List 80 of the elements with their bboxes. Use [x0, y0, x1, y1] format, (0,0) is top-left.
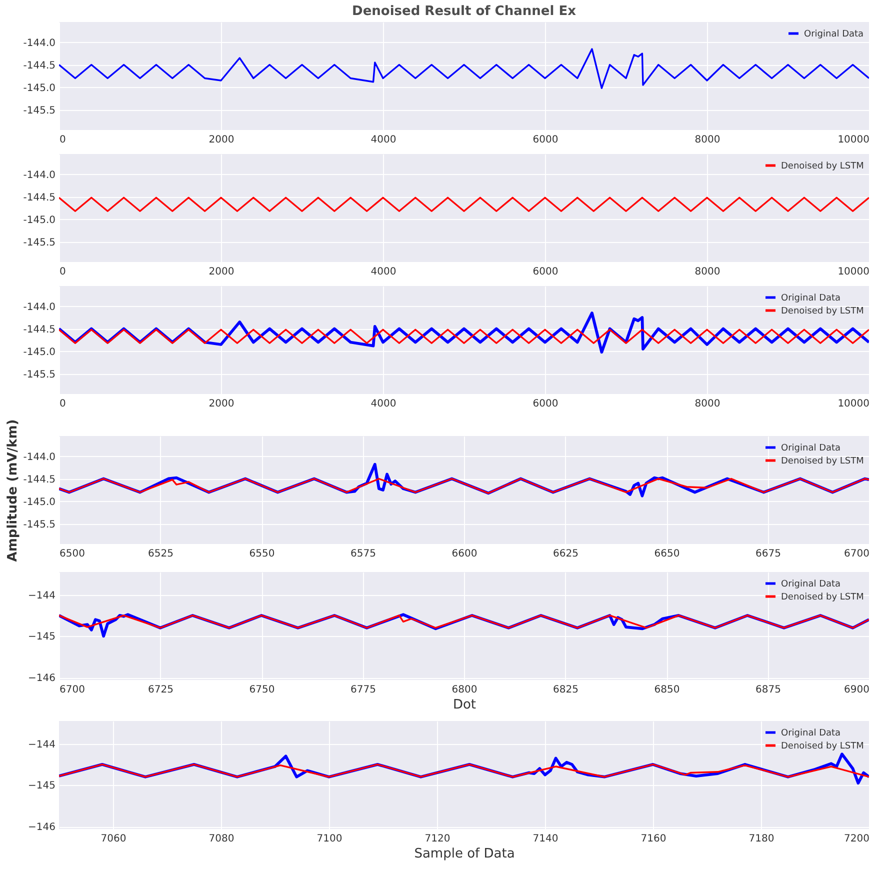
y-tick-label: -144.5 — [23, 60, 56, 72]
x-tick-label: 0 — [60, 398, 66, 410]
x-tick-label: 6875 — [756, 684, 781, 696]
x-tick-label: 2000 — [208, 134, 234, 146]
x-tick-label: 6675 — [756, 548, 781, 560]
legend-label: Original Data — [781, 444, 841, 454]
x-tick-label: 6575 — [350, 548, 376, 560]
y-tick-label: -145.5 — [23, 369, 56, 380]
x-tick-label: 6525 — [148, 548, 174, 560]
x-tick-label: 4000 — [370, 134, 396, 146]
x-tick-label: 8000 — [694, 266, 720, 278]
x-tick-label: 2000 — [208, 398, 234, 410]
x-tick-label: 6500 — [60, 548, 85, 560]
x-tick-label: 4000 — [370, 266, 396, 278]
x-tick-label: 7080 — [208, 834, 234, 844]
x-tick-label: 7120 — [424, 834, 450, 844]
x-tick-label: 2000 — [208, 266, 234, 278]
y-tick-label: -145.0 — [23, 214, 56, 226]
x-tick-label: 6850 — [654, 684, 680, 696]
x-tick-label: 10000 — [838, 398, 870, 410]
legend-label: Original Data — [781, 728, 841, 738]
x-tick-label: 7140 — [532, 834, 558, 844]
x-tick-label: 6600 — [452, 548, 478, 560]
y-tick-label: -144.0 — [23, 170, 56, 181]
x-tick-label: 6775 — [350, 684, 376, 696]
x-tick-label: 4000 — [370, 398, 396, 410]
y-tick-label: −145 — [28, 780, 56, 792]
x-tick-label: 8000 — [694, 134, 720, 146]
x-tick-label: 7180 — [748, 834, 774, 844]
legend-label: Denoised by LSTM — [781, 742, 864, 752]
x-tick-label: 7200 — [844, 834, 870, 844]
x-tick-label: 0 — [60, 266, 66, 278]
x-tick-label: 0 — [60, 134, 66, 146]
legend-label: Denoised by LSTM — [781, 162, 864, 172]
y-tick-label: -144.0 — [23, 452, 56, 463]
x-tick-label: 6700 — [844, 548, 870, 560]
x-tick-label: 7060 — [100, 834, 126, 844]
y-tick-label: -144.5 — [23, 192, 56, 204]
y-tick-label: -144.5 — [23, 474, 56, 486]
y-tick-label: -144.0 — [23, 38, 56, 49]
x-tick-label: 7160 — [640, 834, 666, 844]
x-tick-label: 6650 — [654, 548, 680, 560]
y-tick-label: -145.0 — [23, 82, 56, 94]
x-tick-label: 6725 — [148, 684, 174, 696]
legend-label: Original Data — [781, 294, 841, 304]
y-tick-label: −146 — [28, 673, 56, 684]
y-tick-label: −145 — [28, 632, 56, 643]
legend-label: Original Data — [804, 30, 864, 40]
y-axis-title: Amplitude (mV/km) — [5, 419, 20, 562]
x-axis-title: Dot — [452, 698, 476, 712]
legend-label: Denoised by LSTM — [781, 306, 864, 316]
legend-label: Denoised by LSTM — [781, 592, 864, 602]
x-tick-label: 6800 — [452, 684, 478, 696]
y-tick-label: -145.5 — [23, 519, 56, 530]
x-tick-label: 8000 — [694, 398, 720, 410]
x-tick-label: 7100 — [316, 834, 342, 844]
y-tick-label: −144 — [28, 590, 56, 602]
y-tick-label: −146 — [28, 822, 56, 834]
x-tick-label: 6000 — [532, 398, 558, 410]
x-tick-label: 6000 — [532, 134, 558, 146]
x-tick-label: 10000 — [838, 134, 870, 146]
x-tick-label: 6900 — [844, 684, 870, 696]
legend-label: Original Data — [781, 580, 841, 590]
legend-label: Denoised by LSTM — [781, 456, 864, 466]
chart-title: Denoised Result of Channel Ex — [352, 4, 577, 19]
x-tick-label: 6825 — [553, 684, 578, 696]
x-tick-label: 6750 — [249, 684, 275, 696]
x-tick-label: 6550 — [249, 548, 275, 560]
x-axis-title: Sample of Data — [414, 846, 515, 862]
x-tick-label: 6000 — [532, 266, 558, 278]
y-tick-label: -145.0 — [23, 496, 56, 508]
y-tick-label: -144.5 — [23, 324, 56, 336]
y-tick-label: -145.0 — [23, 346, 56, 358]
x-tick-label: 6625 — [553, 548, 578, 560]
x-tick-label: 6700 — [60, 684, 85, 696]
y-tick-label: -145.5 — [23, 237, 56, 248]
x-tick-label: 10000 — [838, 266, 870, 278]
y-tick-label: -144.0 — [23, 302, 56, 313]
y-tick-label: -145.5 — [23, 105, 56, 116]
y-tick-label: −144 — [28, 739, 56, 750]
